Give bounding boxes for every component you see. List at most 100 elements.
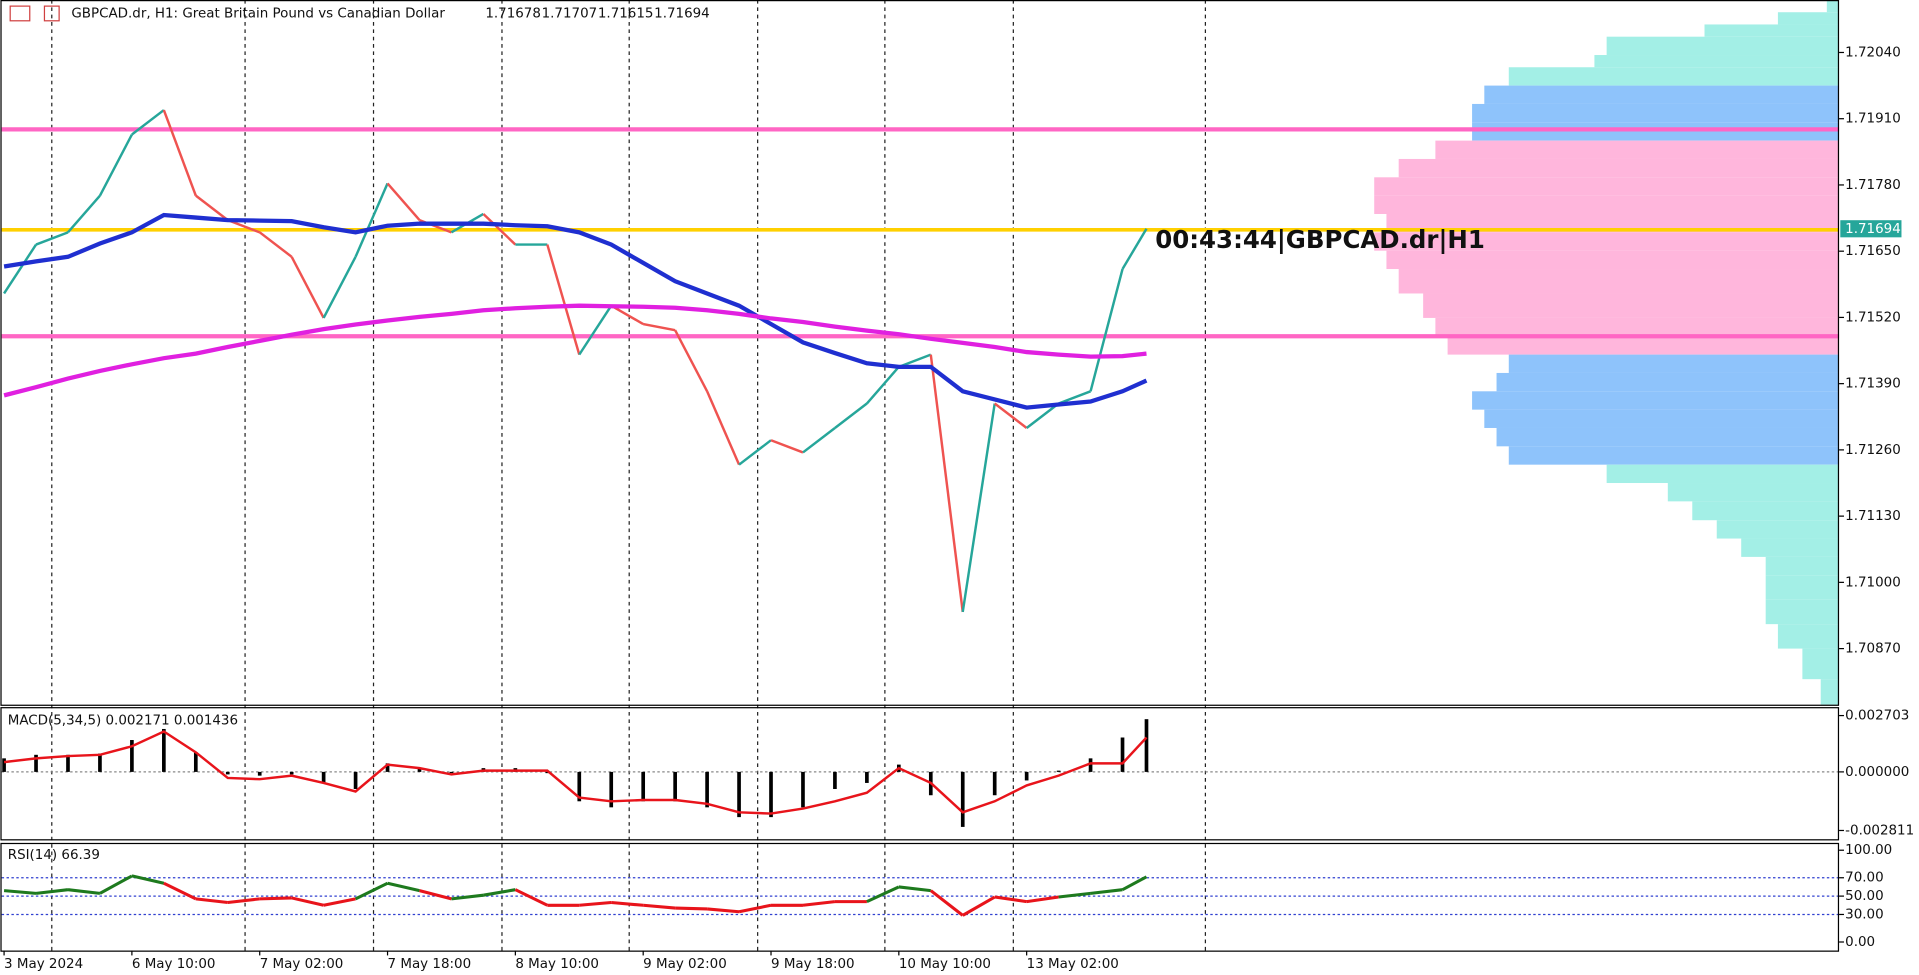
profile-bar xyxy=(1716,520,1840,539)
profile-bar xyxy=(1435,317,1840,337)
price-segment xyxy=(386,182,421,221)
price-segment xyxy=(98,133,133,197)
macd-bar xyxy=(66,754,70,772)
y-tick-label: 1.71520 xyxy=(1845,310,1901,325)
profile-bar xyxy=(1508,354,1840,373)
rsi-segment xyxy=(227,897,260,905)
rsi-segment xyxy=(898,885,931,893)
ohlc-value: 1.71707 xyxy=(542,6,598,21)
y-tick-label: 1.71260 xyxy=(1845,443,1901,458)
rsi-segment xyxy=(579,901,612,907)
macd-bar xyxy=(641,771,646,802)
y-tick-label: 50.00 xyxy=(1845,889,1883,904)
price-segment xyxy=(35,231,69,246)
profile-bar xyxy=(1484,85,1840,104)
price-segment xyxy=(290,256,325,319)
rsi-segment xyxy=(354,881,389,901)
profile-bar xyxy=(1777,12,1840,25)
macd-bar xyxy=(2,758,6,772)
macd-bar xyxy=(289,771,294,775)
series-line xyxy=(3,730,1148,815)
x-tick-label: 8 May 10:00 xyxy=(515,957,599,972)
price-segment xyxy=(705,390,741,466)
profile-bar xyxy=(1508,67,1840,86)
x-tick-label: 13 May 02:00 xyxy=(1027,957,1119,972)
x-tick-label: 7 May 02:00 xyxy=(260,957,344,972)
rsi-segment xyxy=(419,889,452,901)
macd-bar xyxy=(1144,719,1149,772)
ohlc-value: 1.71694 xyxy=(654,6,710,21)
rsi-segment xyxy=(611,901,644,907)
rsi-segment xyxy=(1058,891,1091,899)
rsi-segment xyxy=(961,895,996,917)
macd-panel-frame xyxy=(0,707,1840,841)
rsi-segment xyxy=(99,874,133,895)
price-segment xyxy=(770,439,804,454)
rsi-segment xyxy=(738,903,772,914)
price-segment xyxy=(578,305,613,356)
profile-bar xyxy=(1606,464,1840,484)
macd-bar xyxy=(130,740,134,772)
profile-bar xyxy=(1765,556,1840,576)
ohlc-value: 1.71615 xyxy=(598,6,654,21)
x-tick-label: 9 May 02:00 xyxy=(643,957,727,972)
macd-bar xyxy=(98,753,102,772)
macd-bar xyxy=(1024,771,1029,781)
price-segment xyxy=(258,231,293,258)
rsi-segment xyxy=(387,881,420,893)
last-price-box xyxy=(1840,220,1902,238)
macd-bar xyxy=(673,771,677,802)
macd-bar xyxy=(321,771,326,783)
profile-bar xyxy=(1594,55,1840,68)
rsi-panel-frame xyxy=(0,842,1840,952)
rsi-segment xyxy=(195,897,228,905)
y-tick-label: 0.000000 xyxy=(1845,765,1909,780)
rsi-segment xyxy=(67,888,101,895)
macd-bar xyxy=(225,771,230,775)
macd-bar xyxy=(1056,770,1061,772)
price-segment xyxy=(3,243,38,295)
profile-bar xyxy=(1447,336,1840,355)
price-segment xyxy=(162,109,197,197)
chart-icon[interactable] xyxy=(43,5,60,22)
macd-bar xyxy=(449,771,454,774)
profile-bar xyxy=(1777,624,1840,649)
y-tick-label: 1.72040 xyxy=(1845,45,1901,60)
ohlc-value: 1.71678 xyxy=(485,6,541,21)
menu-icon[interactable] xyxy=(9,5,31,22)
macd-bar xyxy=(162,728,166,772)
price-segment xyxy=(1025,402,1060,429)
macd-bar xyxy=(577,771,582,802)
macd-bar xyxy=(705,771,709,808)
y-tick-label: 1.71780 xyxy=(1845,178,1901,193)
y-tick-label: 1.71130 xyxy=(1845,509,1901,524)
profile-bar xyxy=(1692,501,1840,521)
macd-bar xyxy=(609,771,614,808)
y-tick-label: 1.71390 xyxy=(1845,377,1901,392)
y-tick-label: 0.002703 xyxy=(1845,709,1909,724)
profile-bar xyxy=(1472,103,1840,123)
rsi-segment xyxy=(259,896,292,901)
macd-bar xyxy=(257,771,262,776)
price-segment xyxy=(961,403,996,613)
price-segment xyxy=(642,322,676,332)
main-panel-frame xyxy=(0,0,1840,706)
price-segment xyxy=(546,244,581,355)
rsi-segment xyxy=(1121,875,1148,892)
panel-title: RSI(14) 66.39 xyxy=(8,848,100,863)
macd-bar xyxy=(193,752,198,772)
profile-bar xyxy=(1398,158,1840,178)
price-segment xyxy=(1121,228,1148,270)
macd-bar xyxy=(417,768,422,772)
profile-bar xyxy=(1802,648,1840,680)
macd-bar xyxy=(801,771,805,808)
profile-bar xyxy=(1667,483,1840,502)
profile-bar xyxy=(1374,232,1840,251)
series-line xyxy=(3,303,1147,398)
profile-bar xyxy=(1496,427,1840,447)
rsi-segment xyxy=(514,888,548,907)
rsi-segment xyxy=(35,888,69,895)
rsi-segment xyxy=(802,900,836,907)
profile-bar xyxy=(1423,293,1840,318)
